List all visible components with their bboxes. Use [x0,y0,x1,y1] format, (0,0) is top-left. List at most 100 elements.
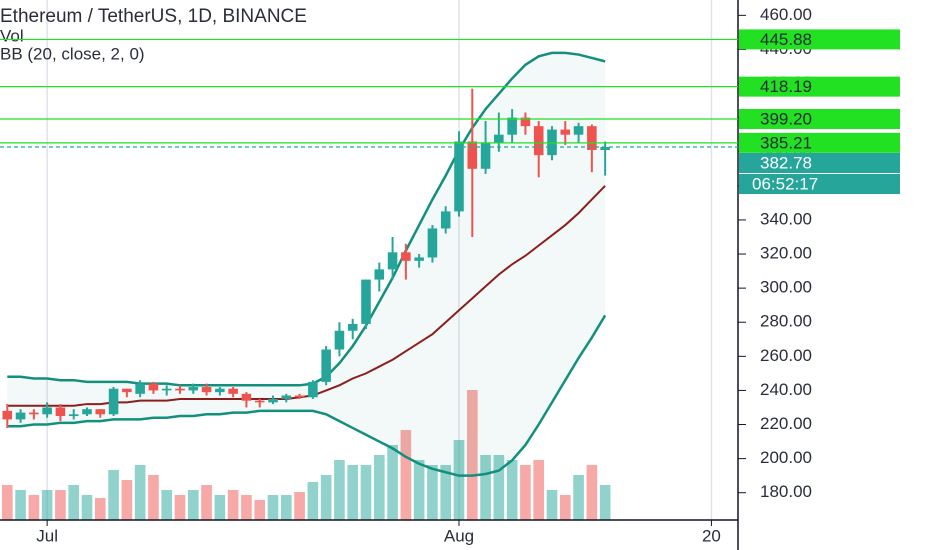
volume-bar [134,465,146,520]
volume-bar [413,460,425,520]
volume-bar [254,500,266,520]
candle-body [347,323,358,331]
price-level-label: 399.20 [760,109,812,128]
volume-bar [68,485,80,520]
volume-bar [307,482,319,520]
candle-body [15,412,26,420]
price-level-box [739,76,900,97]
y-tick-label: 200.00 [760,448,812,467]
candle-body [82,409,92,415]
candle-body [241,393,252,401]
volume-bar [520,465,531,520]
indicator-label: BB (20, close, 2, 0) [0,44,145,63]
volume-bar [506,460,518,520]
volume-bar [573,475,584,520]
candle-body [494,134,504,144]
y-tick-label: 180.00 [760,482,812,501]
x-tick-label: 20 [702,526,721,545]
countdown-label: 06:52:17 [752,174,818,193]
candle-body [135,383,145,394]
plot-area [1,51,611,520]
candle-body [480,143,491,169]
candle-body [281,395,292,399]
volume-bar [480,455,491,520]
candle-body [108,388,119,415]
candle-body [401,252,411,261]
candle-body [68,414,79,416]
volume-bar [81,495,93,520]
chart-title: Ethereum / TetherUS, 1D, BINANCE [0,6,307,27]
volume-bar [28,495,40,520]
volume-bar [241,495,252,520]
x-tick-label: Aug [444,526,474,545]
candle-body [573,126,584,135]
volume-bar [201,485,212,520]
volume-bar [280,495,292,520]
volume-bar [294,492,305,520]
price-level-box [739,29,900,50]
candle-body [175,388,185,391]
candle-body [533,126,544,156]
candle-body [308,381,318,398]
y-tick-label: 240.00 [760,380,812,399]
bb-lower-line [7,314,607,477]
candle-body [148,383,159,391]
last-price-box [739,152,900,173]
candle-body [560,129,571,135]
x-tick-label: Jul [36,526,58,545]
candle-body [387,252,398,270]
volume-bar [533,460,545,520]
volume-bar [546,490,558,520]
candle-body [95,409,106,415]
candle-body [600,146,610,151]
price-level-box [739,109,900,130]
candle-body [334,330,345,350]
candle-body [587,126,597,151]
volume-bar [440,465,452,520]
volume-bar [174,495,186,520]
volume-bar [161,490,173,520]
volume-bar [400,430,412,520]
y-tick-label: 340.00 [760,209,812,228]
volume-bar [320,475,332,520]
candle-body [254,400,265,403]
last-price-label: 382.78 [760,153,812,172]
volume-bar [586,465,598,520]
volume-bar [373,455,385,520]
candle-body [42,407,52,415]
candle-body [55,407,66,416]
candle-body [188,387,199,391]
candle-body [440,211,451,229]
candle-body [161,388,172,391]
candle-body [427,228,438,258]
volume-bar [94,498,106,520]
volume-bar [227,490,239,520]
candle-body [228,388,238,394]
volume-bar [55,490,66,520]
candle-body [2,410,13,420]
candle-body [268,398,278,403]
y-tick-label: 300.00 [760,278,812,297]
price-level-box [739,132,900,153]
volume-bar [41,490,53,520]
volume-bar [466,390,478,520]
y-tick-label: 460.00 [760,5,812,24]
volume-bar [148,475,159,520]
volume-bar [187,490,199,520]
volume-bar [347,465,359,520]
candle-body [374,269,385,280]
volume-bar [267,495,279,520]
candle-body [520,117,531,127]
countdown-box [739,173,900,194]
candle-body [294,395,305,398]
volume-bar [15,490,26,520]
volume-bar [214,495,226,520]
y-tick-label: 220.00 [760,414,812,433]
candle-body [414,257,424,261]
volume-bar [108,470,119,520]
candle-body [507,117,517,135]
volume-bar [427,465,438,520]
y-tick-label: 280.00 [760,312,812,331]
